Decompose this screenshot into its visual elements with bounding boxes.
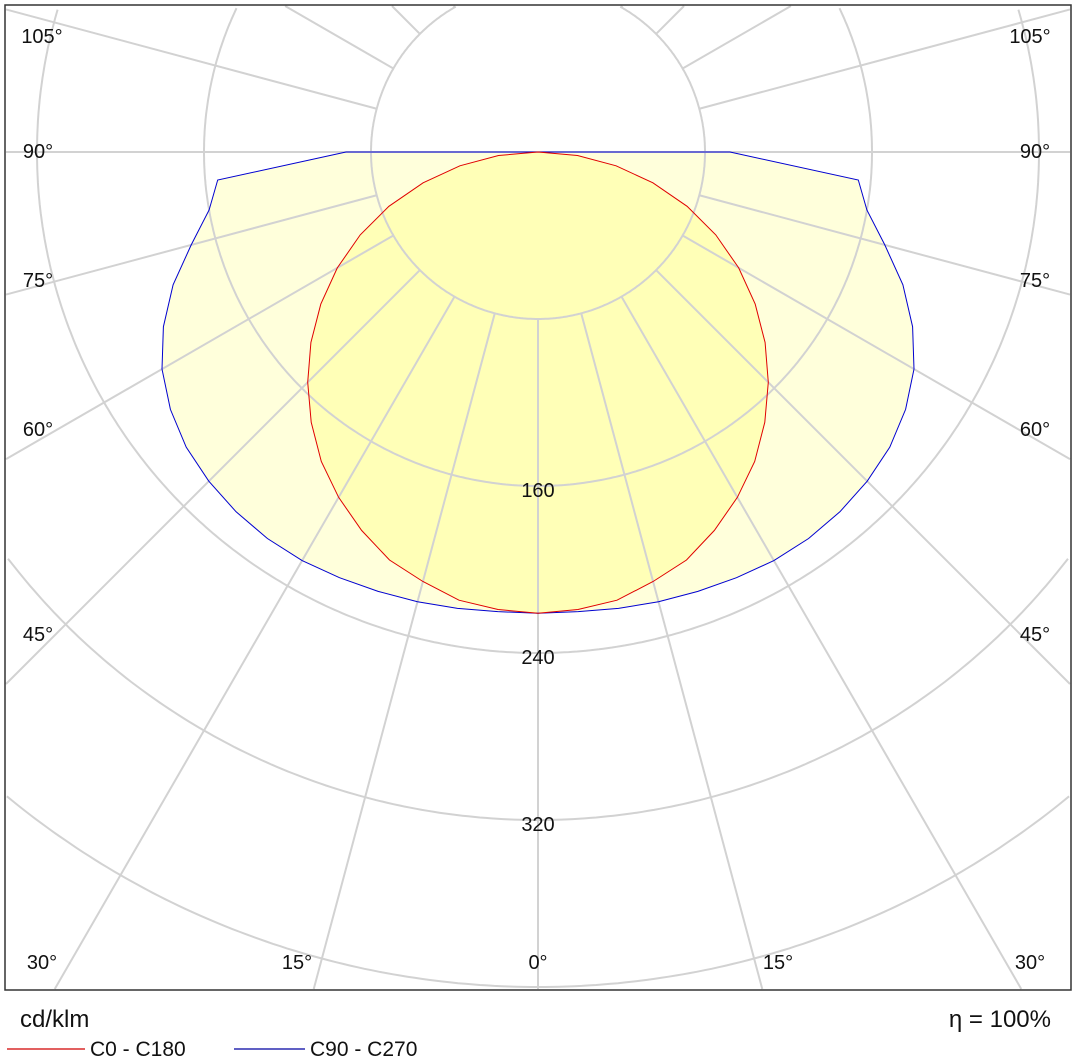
chart-frame (4, 4, 1072, 991)
angle-label: 15° (763, 952, 793, 974)
grid-circle (838, 7, 873, 152)
grid-spoke (391, 5, 421, 35)
grid-circle (36, 9, 1040, 654)
grid-circle (370, 5, 706, 320)
angle-label: 105° (1009, 26, 1050, 48)
angle-label: 15° (282, 952, 312, 974)
angle-label: 75° (23, 270, 53, 292)
unit-label: cd/klm (20, 1006, 89, 1033)
radial-tick-label: 160 (521, 480, 554, 502)
grid-spoke (682, 5, 792, 70)
grid-spoke (312, 313, 496, 990)
grid-circle (1017, 9, 1040, 152)
angle-label: 75° (1020, 270, 1050, 292)
grid-spoke (682, 234, 1071, 461)
angle-label: 30° (1015, 952, 1045, 974)
angle-label: 45° (1020, 624, 1050, 646)
radial-tick-label: 320 (521, 814, 554, 836)
angle-label: 0° (528, 952, 547, 974)
grid-spoke (452, 5, 456, 8)
series-lines (161, 151, 915, 614)
grid-spoke (620, 296, 1023, 990)
angle-label: 30° (27, 952, 57, 974)
angle-labels: 0° 15° 15° 30° 30° 45° 45° 60° 60° 75° 75° 90° 90° 10… (21, 26, 1050, 974)
grid-spoke (620, 5, 624, 8)
legend-label-c0-c180: C0 - C180 (90, 1038, 186, 1060)
grid-circle (203, 7, 873, 487)
grid-circle (619, 5, 706, 152)
series-line-c0-c180 (307, 151, 769, 614)
angle-label: 45° (23, 624, 53, 646)
grid-spoke (5, 234, 394, 461)
grid-spoke (580, 313, 764, 990)
legend-label-c90-c270: C90 - C270 (310, 1038, 417, 1060)
radial-tick-labels: 160 240 320 (521, 480, 554, 836)
grid-spoke (5, 269, 421, 685)
angle-label: 60° (1020, 419, 1050, 441)
angle-label: 105° (21, 26, 62, 48)
angle-label: 60° (23, 419, 53, 441)
grid-spoke (655, 5, 685, 35)
angle-label: 90° (23, 141, 53, 163)
efficiency-label: η = 100% (949, 1006, 1051, 1033)
grid-spoke (284, 5, 394, 70)
grid-spoke (53, 296, 456, 990)
grid-spoke (699, 8, 1071, 110)
grid-spoke (655, 269, 1071, 685)
polar-grid (5, 5, 1071, 990)
radial-tick-label: 240 (521, 647, 554, 669)
grid-spoke (5, 8, 377, 110)
angle-label: 90° (1020, 141, 1050, 163)
